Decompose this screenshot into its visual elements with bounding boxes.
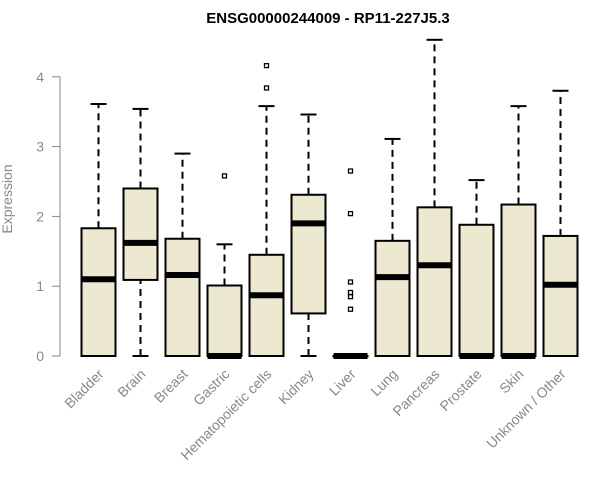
- y-axis: 0 1 2 3 4: [36, 69, 61, 364]
- box-pancreas: [416, 38, 453, 357]
- outlier-point: [347, 168, 354, 174]
- iqr-box: [374, 239, 411, 357]
- outlier-point: [347, 294, 354, 300]
- chart-title: ENSG00000244009 - RP11-227J5.3: [206, 10, 450, 27]
- x-tick-label: Lung: [367, 366, 400, 399]
- iqr-box: [416, 206, 453, 357]
- iqr-box: [458, 223, 495, 357]
- box-breast: [164, 152, 201, 357]
- iqr-box: [248, 253, 285, 357]
- outlier-point: [347, 289, 354, 296]
- box-gastric: [206, 173, 243, 359]
- x-tick-label: Unknown / Other: [483, 366, 569, 452]
- iqr-box: [164, 237, 201, 357]
- x-tick-label: Bladder: [61, 366, 107, 412]
- x-tick-label: Prostate: [436, 366, 484, 414]
- box-liver: [332, 168, 369, 359]
- boxes-layer: [80, 38, 579, 359]
- box-hematopoietic-cells: [248, 62, 285, 357]
- iqr-box: [542, 234, 579, 357]
- box-kidney: [290, 113, 327, 357]
- y-axis-label: Expression: [0, 164, 15, 233]
- y-tick-label: 3: [36, 139, 44, 155]
- iqr-box: [290, 193, 327, 315]
- outlier-point: [347, 279, 354, 285]
- iqr-box: [500, 203, 537, 357]
- box-prostate: [458, 179, 495, 359]
- iqr-box: [206, 284, 243, 358]
- x-tick-label: Kidney: [275, 366, 317, 408]
- box-bladder: [80, 103, 117, 358]
- y-tick-label: 1: [36, 278, 44, 294]
- outlier-point: [263, 85, 270, 91]
- box-skin: [500, 105, 537, 359]
- x-tick-label: Skin: [496, 366, 527, 397]
- x-tick-label: Breast: [151, 366, 191, 406]
- outlier-point: [221, 173, 228, 179]
- x-tick-label: Brain: [114, 366, 148, 400]
- x-tick-label: Liver: [326, 366, 359, 399]
- y-tick-label: 4: [36, 69, 44, 85]
- outlier-point: [263, 62, 270, 69]
- x-tick-label: Pancreas: [389, 366, 442, 419]
- y-tick-label: 0: [36, 348, 44, 364]
- outlier-point: [347, 306, 354, 312]
- iqr-box: [80, 227, 117, 358]
- iqr-box: [122, 187, 159, 281]
- box-lung: [374, 137, 411, 357]
- box-brain: [122, 107, 159, 357]
- y-tick-label: 2: [36, 208, 44, 224]
- outlier-point: [347, 210, 354, 217]
- box-unknown-other: [542, 89, 579, 357]
